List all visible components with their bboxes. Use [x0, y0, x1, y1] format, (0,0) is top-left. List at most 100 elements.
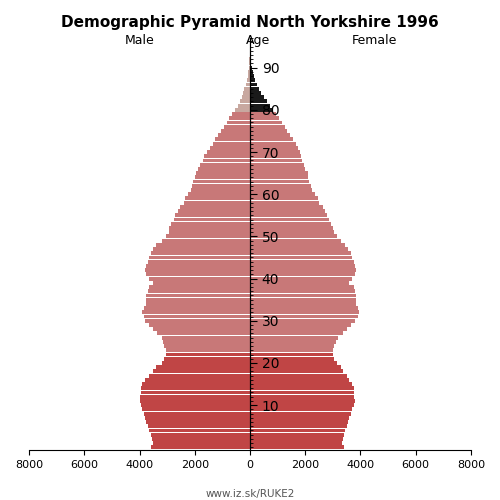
Bar	[142, 382, 250, 386]
Bar	[240, 100, 250, 103]
Bar	[250, 82, 257, 86]
Bar	[250, 361, 337, 365]
Bar	[148, 260, 250, 264]
Bar	[145, 378, 250, 382]
Bar	[249, 62, 250, 66]
Bar	[146, 272, 250, 276]
Bar	[150, 446, 250, 450]
Bar	[163, 340, 250, 344]
Bar	[162, 238, 250, 242]
Bar	[224, 125, 250, 128]
Bar	[246, 78, 250, 82]
Bar	[149, 276, 250, 280]
Bar	[250, 348, 333, 352]
Bar	[164, 357, 250, 360]
Bar	[250, 412, 351, 416]
Bar	[145, 416, 250, 420]
Bar	[184, 200, 250, 204]
Bar	[248, 70, 250, 74]
Bar	[146, 294, 250, 298]
Bar	[250, 104, 270, 108]
Bar	[250, 336, 338, 340]
Bar	[156, 365, 250, 369]
Text: Male: Male	[124, 34, 154, 48]
Bar	[146, 264, 250, 268]
Bar	[250, 87, 259, 90]
Text: Female: Female	[352, 34, 397, 48]
Bar	[250, 188, 312, 192]
Bar	[250, 74, 254, 78]
Bar	[172, 222, 250, 226]
Text: www.iz.sk/RUKE2: www.iz.sk/RUKE2	[206, 490, 294, 500]
Bar	[250, 58, 251, 61]
Bar	[250, 424, 346, 428]
Bar	[142, 408, 250, 412]
Bar	[250, 252, 351, 255]
Bar	[212, 142, 250, 146]
Bar	[156, 243, 250, 247]
Bar	[250, 399, 355, 403]
Bar	[154, 328, 250, 331]
Bar	[250, 319, 355, 322]
Bar	[235, 108, 250, 112]
Bar	[250, 306, 358, 310]
Bar	[146, 302, 250, 306]
Bar	[250, 238, 341, 242]
Bar	[230, 116, 250, 120]
Bar	[145, 319, 250, 322]
Bar	[154, 247, 250, 251]
Bar	[250, 290, 355, 293]
Bar	[149, 256, 250, 260]
Bar	[250, 125, 284, 128]
Bar	[178, 209, 250, 213]
Bar	[248, 66, 250, 70]
Bar	[250, 66, 252, 70]
Bar	[250, 314, 358, 318]
Bar	[218, 133, 250, 137]
Bar	[162, 361, 250, 365]
Bar	[140, 390, 250, 394]
Bar	[250, 352, 333, 356]
Bar	[168, 226, 250, 230]
Bar	[250, 176, 308, 180]
Bar	[250, 158, 302, 162]
Bar	[250, 78, 255, 82]
Bar	[250, 234, 337, 238]
Bar	[250, 268, 356, 272]
Bar	[150, 432, 250, 436]
Bar	[250, 264, 355, 268]
Bar	[250, 247, 348, 251]
Bar	[250, 129, 288, 133]
Bar	[250, 196, 318, 200]
Bar	[188, 192, 250, 196]
Bar	[250, 150, 300, 154]
Bar	[141, 386, 250, 390]
Bar	[250, 441, 342, 445]
Bar	[216, 138, 250, 141]
Bar	[200, 162, 250, 166]
Bar	[204, 154, 250, 158]
Bar	[196, 171, 250, 175]
Bar	[203, 158, 250, 162]
Bar	[250, 218, 328, 222]
Bar	[250, 408, 352, 412]
Bar	[166, 234, 250, 238]
Bar	[190, 188, 250, 192]
Bar	[250, 285, 354, 289]
Bar	[144, 306, 250, 310]
Bar	[250, 420, 348, 424]
Bar	[250, 230, 334, 234]
Bar	[250, 276, 352, 280]
Bar	[154, 281, 250, 284]
Bar	[243, 91, 250, 95]
Bar	[250, 214, 328, 217]
Bar	[250, 180, 310, 184]
Bar	[250, 162, 304, 166]
Bar	[166, 348, 250, 352]
Bar	[174, 218, 250, 222]
Bar	[226, 120, 250, 124]
Bar	[146, 298, 250, 302]
Bar	[164, 344, 250, 348]
Bar	[180, 205, 250, 209]
Bar	[146, 420, 250, 424]
